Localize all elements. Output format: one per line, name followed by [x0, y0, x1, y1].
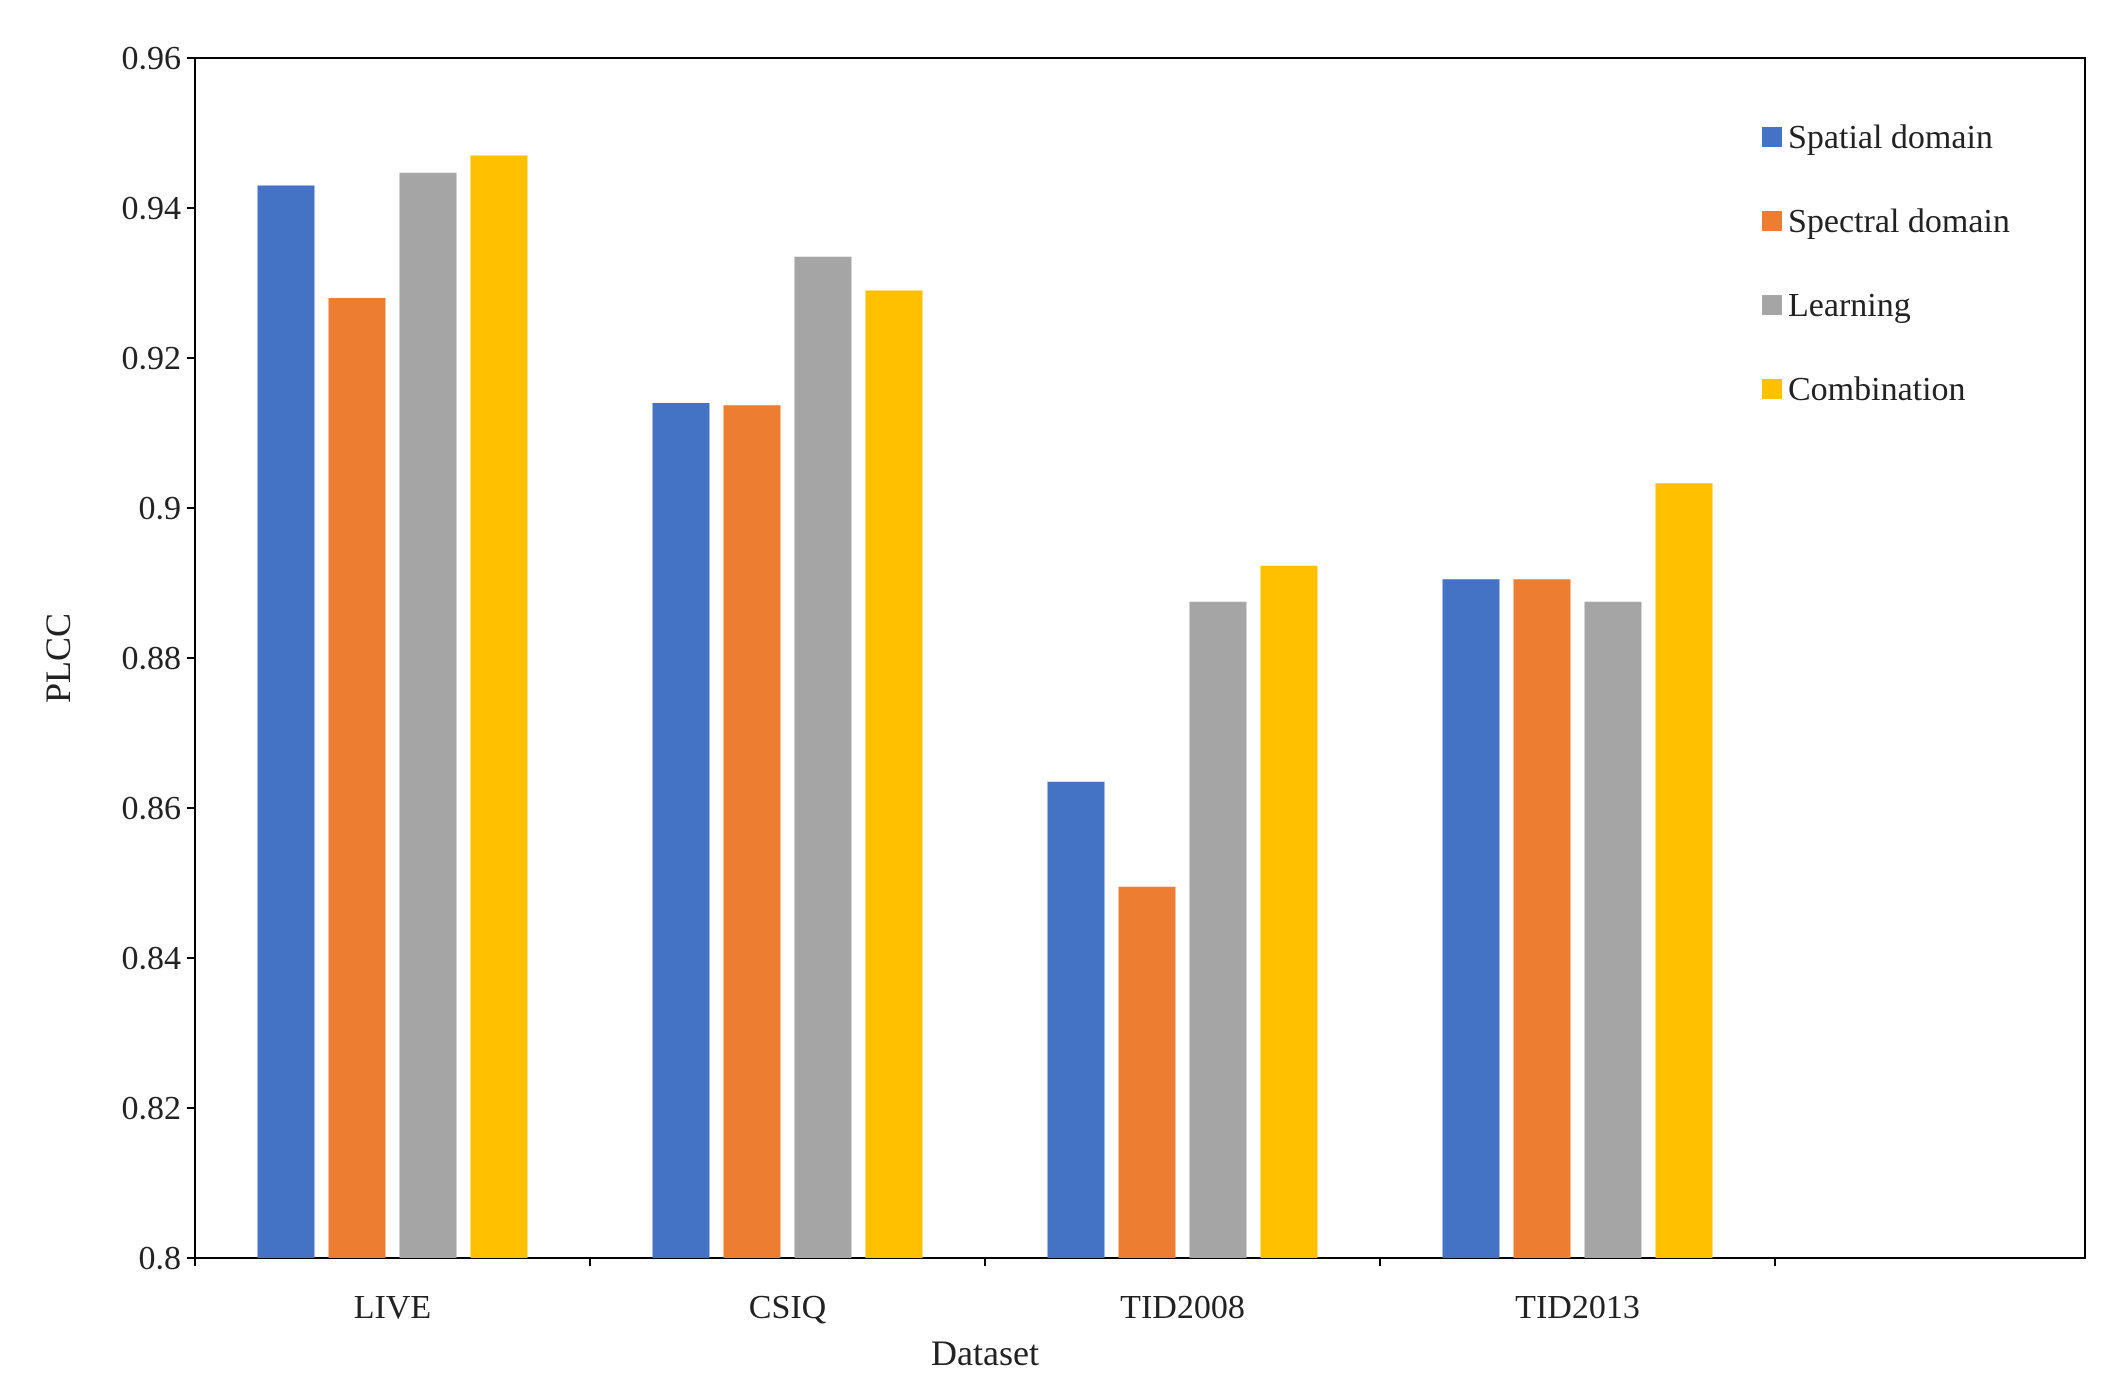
bar-csiq-spatial-domain — [652, 403, 710, 1258]
x-axis-title: Dataset — [931, 1333, 1039, 1373]
legend-swatch-combination — [1762, 379, 1782, 399]
y-tick-label: 0.82 — [122, 1090, 182, 1127]
bar-tid2013-spectral-domain — [1513, 579, 1571, 1258]
legend-label: Learning — [1788, 287, 1911, 324]
y-tick-label: 0.94 — [122, 190, 182, 227]
x-category-label: TID2008 — [1120, 1289, 1245, 1326]
legend-label: Spatial domain — [1788, 119, 1993, 156]
x-category-label: CSIQ — [749, 1289, 826, 1326]
bar-tid2008-spectral-domain — [1118, 886, 1176, 1258]
x-axis: LIVE CSIQ TID2008 TID2013 — [194, 1258, 1776, 1326]
legend-swatch-spectral-domain — [1762, 211, 1782, 231]
legend-label: Combination — [1788, 371, 1966, 408]
legend: Spatial domain Spectral domain Learning Com… — [1762, 119, 2010, 408]
bar-tid2008-spatial-domain — [1047, 781, 1105, 1258]
bar-live-spatial-domain — [257, 185, 315, 1258]
bar-tid2013-spatial-domain — [1442, 579, 1500, 1258]
bar-csiq-spectral-domain — [723, 405, 781, 1258]
bar-live-learning — [399, 172, 457, 1258]
x-category-label: LIVE — [354, 1289, 431, 1326]
bar-live-combination — [470, 155, 528, 1258]
bar-csiq-combination — [865, 290, 923, 1258]
y-tick-label: 0.84 — [122, 940, 182, 977]
bar-tid2013-combination — [1655, 483, 1713, 1258]
bar-tid2013-learning — [1584, 601, 1642, 1258]
y-tick-label: 0.8 — [139, 1240, 182, 1277]
y-axis: 0.8 0.82 0.84 0.86 0.88 0.9 0.92 0.94 0.96 — [122, 40, 195, 1277]
bars-layer — [257, 155, 1713, 1258]
y-tick-label: 0.88 — [122, 640, 182, 677]
y-tick-label: 0.86 — [122, 790, 182, 827]
legend-swatch-spatial-domain — [1762, 127, 1782, 147]
y-axis-title: PLCC — [38, 613, 78, 703]
legend-swatch-learning — [1762, 295, 1782, 315]
bar-tid2008-combination — [1260, 565, 1318, 1258]
y-tick-label: 0.9 — [139, 490, 182, 527]
x-category-label: TID2013 — [1515, 1289, 1640, 1326]
bar-live-spectral-domain — [328, 298, 386, 1258]
y-tick-label: 0.92 — [122, 340, 182, 377]
bar-tid2008-learning — [1189, 601, 1247, 1258]
y-tick-label: 0.96 — [122, 40, 182, 77]
bar-csiq-learning — [794, 256, 852, 1258]
legend-label: Spectral domain — [1788, 203, 2010, 240]
